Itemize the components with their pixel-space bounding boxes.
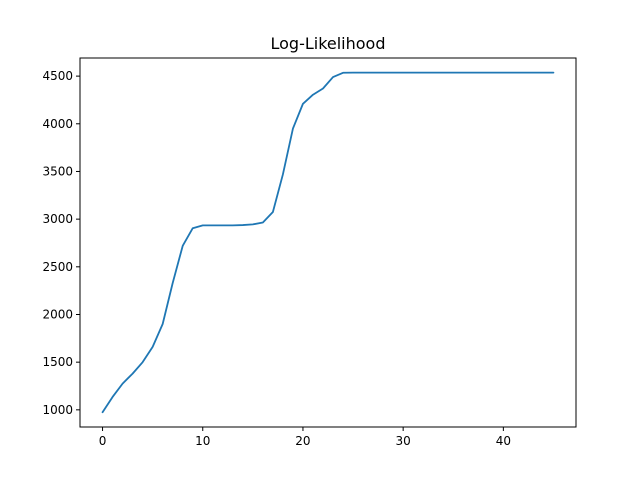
y-tick-label: 4000 [42,117,73,131]
series-group [101,71,555,414]
y-axis: 1000 1500 2000 2500 3000 3500 4000 4500 [42,69,80,417]
x-tick-label: 20 [295,434,310,448]
x-tick-label: 40 [496,434,511,448]
y-tick-label: 3000 [42,212,73,226]
y-tick-label: 4500 [42,69,73,83]
y-tick-label: 2500 [42,260,73,274]
x-axis: 0 10 20 30 40 [99,427,511,448]
x-tick-label: 10 [195,434,210,448]
x-tick-label: 30 [396,434,411,448]
y-tick-label: 3500 [42,164,73,178]
y-tick-label: 1500 [42,355,73,369]
y-tick-label: 1000 [42,403,73,417]
plot-area-frame [79,57,577,428]
series-line [101,71,555,414]
chart-title: Log-Likelihood [270,34,385,53]
y-tick-label: 2000 [42,307,73,321]
x-tick-label: 0 [99,434,107,448]
